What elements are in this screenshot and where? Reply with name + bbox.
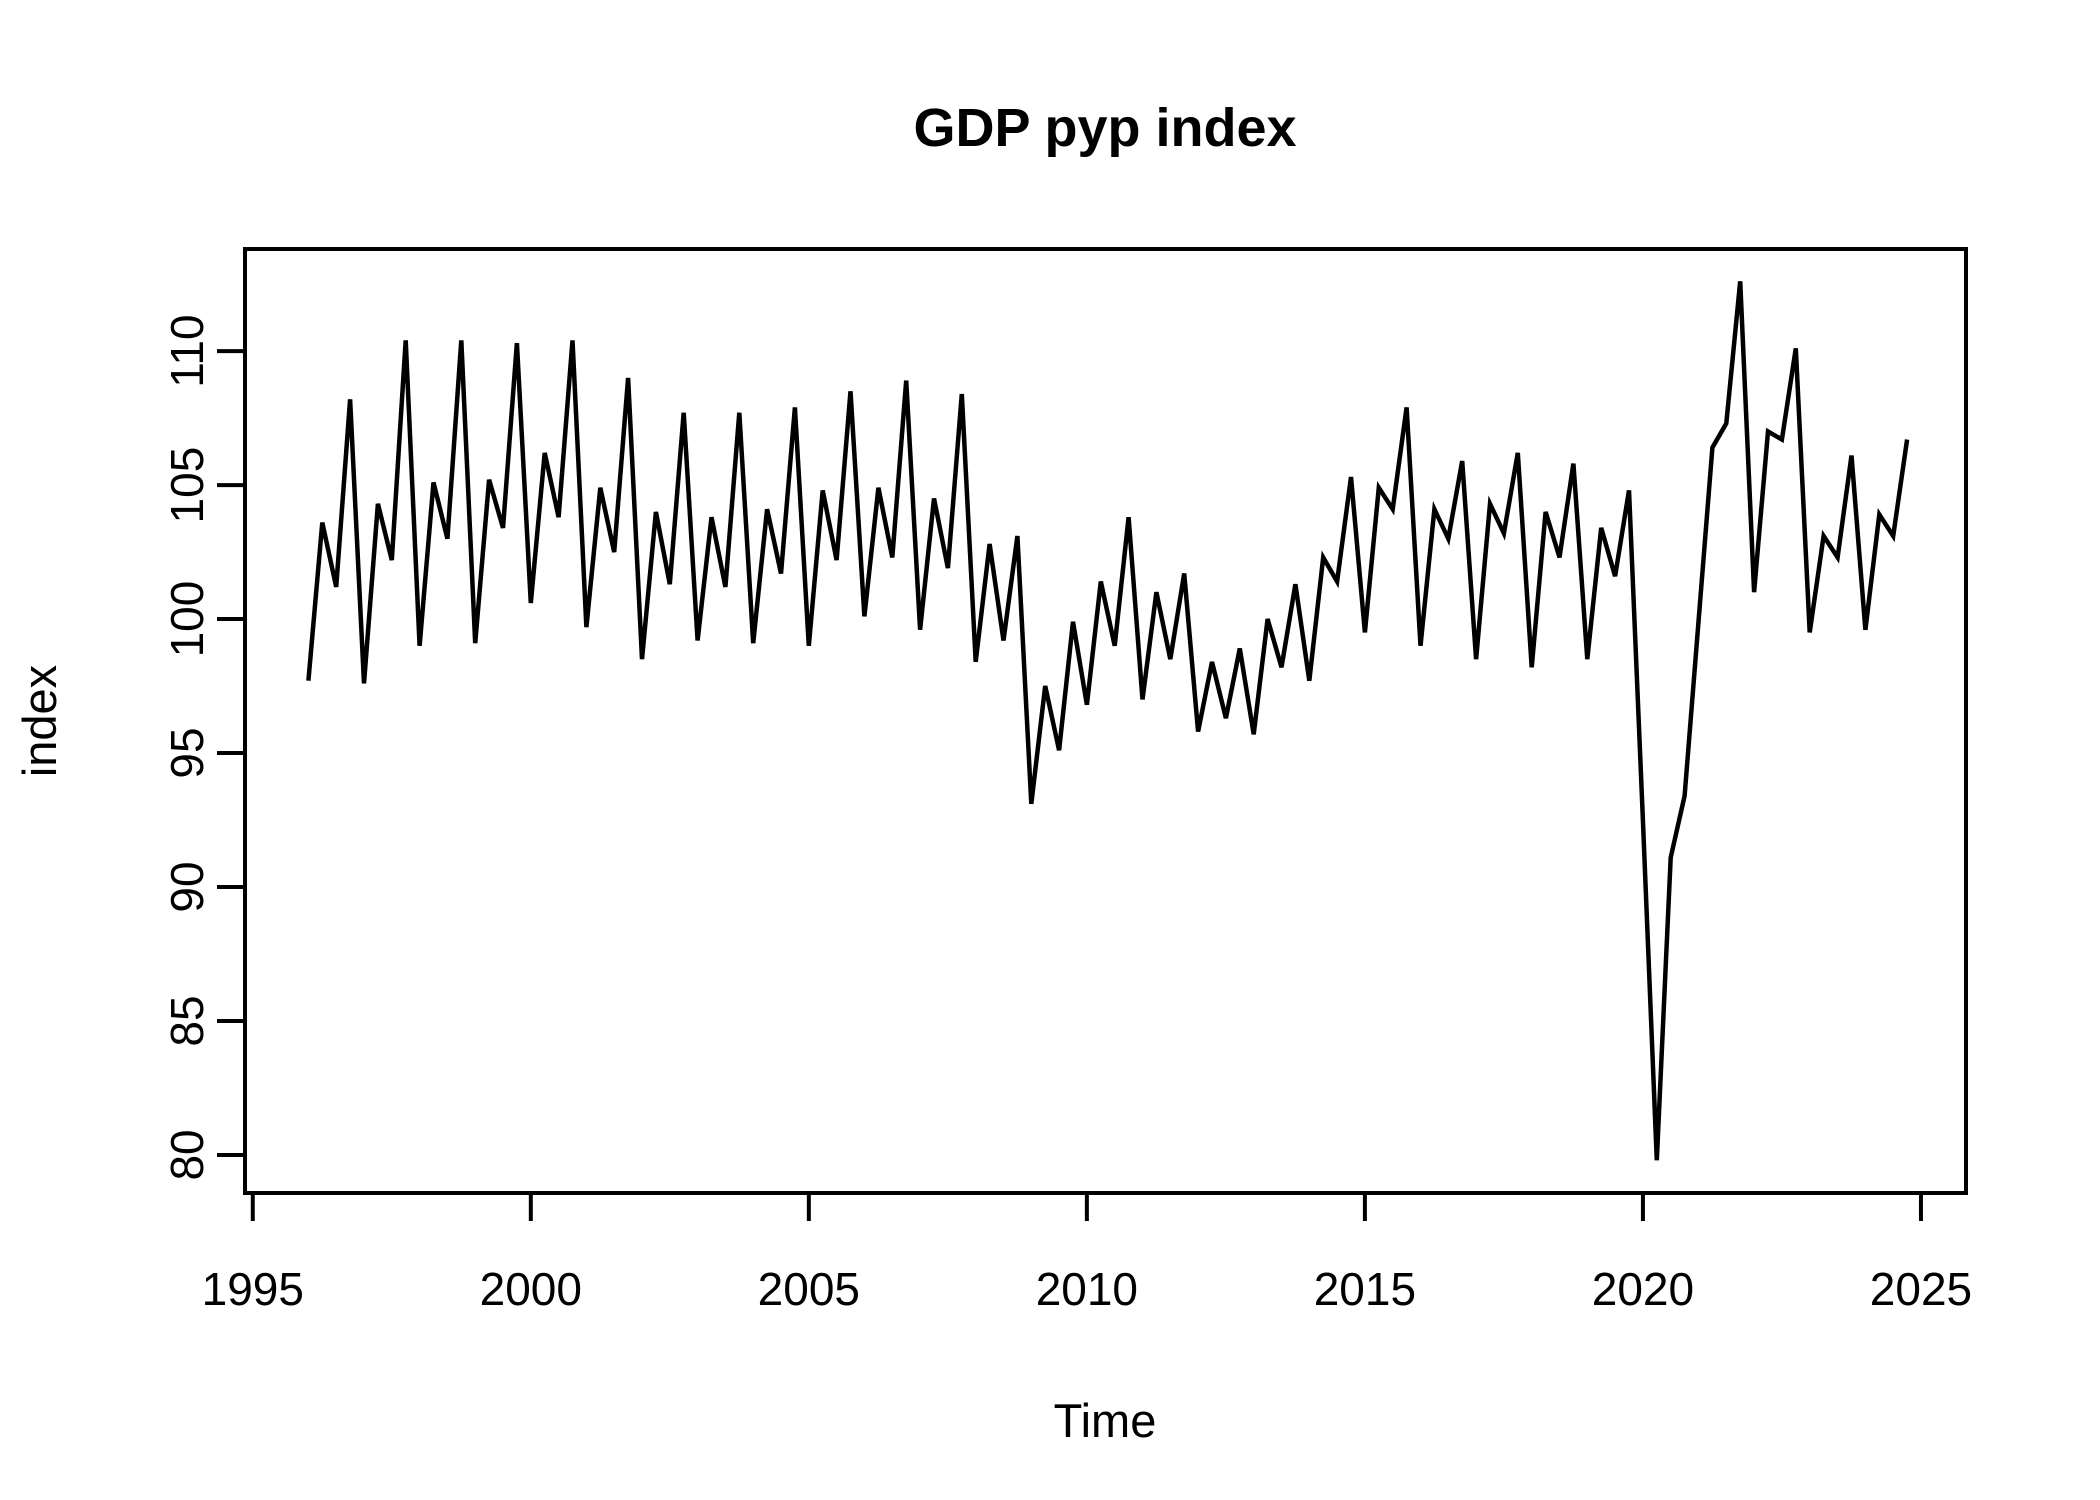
x-tick-label: 2015 xyxy=(1314,1263,1416,1315)
x-axis-label: Time xyxy=(1054,1394,1157,1447)
x-tick-label: 2005 xyxy=(758,1263,860,1315)
y-tick-label: 110 xyxy=(161,314,213,387)
y-tick-label: 80 xyxy=(161,1129,213,1180)
y-axis-label: index xyxy=(13,665,66,777)
plot-area: 1995 2000 2005 2010 2015 2020 2025 80 85 90 95 100 1… xyxy=(161,247,1972,1315)
y-tick-label: 100 xyxy=(161,581,213,658)
series-line xyxy=(306,281,1910,1161)
x-tick-label: 2025 xyxy=(1870,1263,1972,1315)
x-tick-label: 2020 xyxy=(1592,1263,1694,1315)
x-tick-label: 2010 xyxy=(1036,1263,1138,1315)
plot-box xyxy=(243,247,1968,1195)
chart-title: GDP pyp index xyxy=(913,98,1296,158)
x-tick-label: 1995 xyxy=(202,1263,304,1315)
y-tick-label: 85 xyxy=(161,995,213,1046)
y-tick-label: 105 xyxy=(161,447,213,524)
y-tick-label: 90 xyxy=(161,861,213,912)
y-tick-label: 95 xyxy=(161,727,213,778)
x-tick-label: 2000 xyxy=(480,1263,582,1315)
